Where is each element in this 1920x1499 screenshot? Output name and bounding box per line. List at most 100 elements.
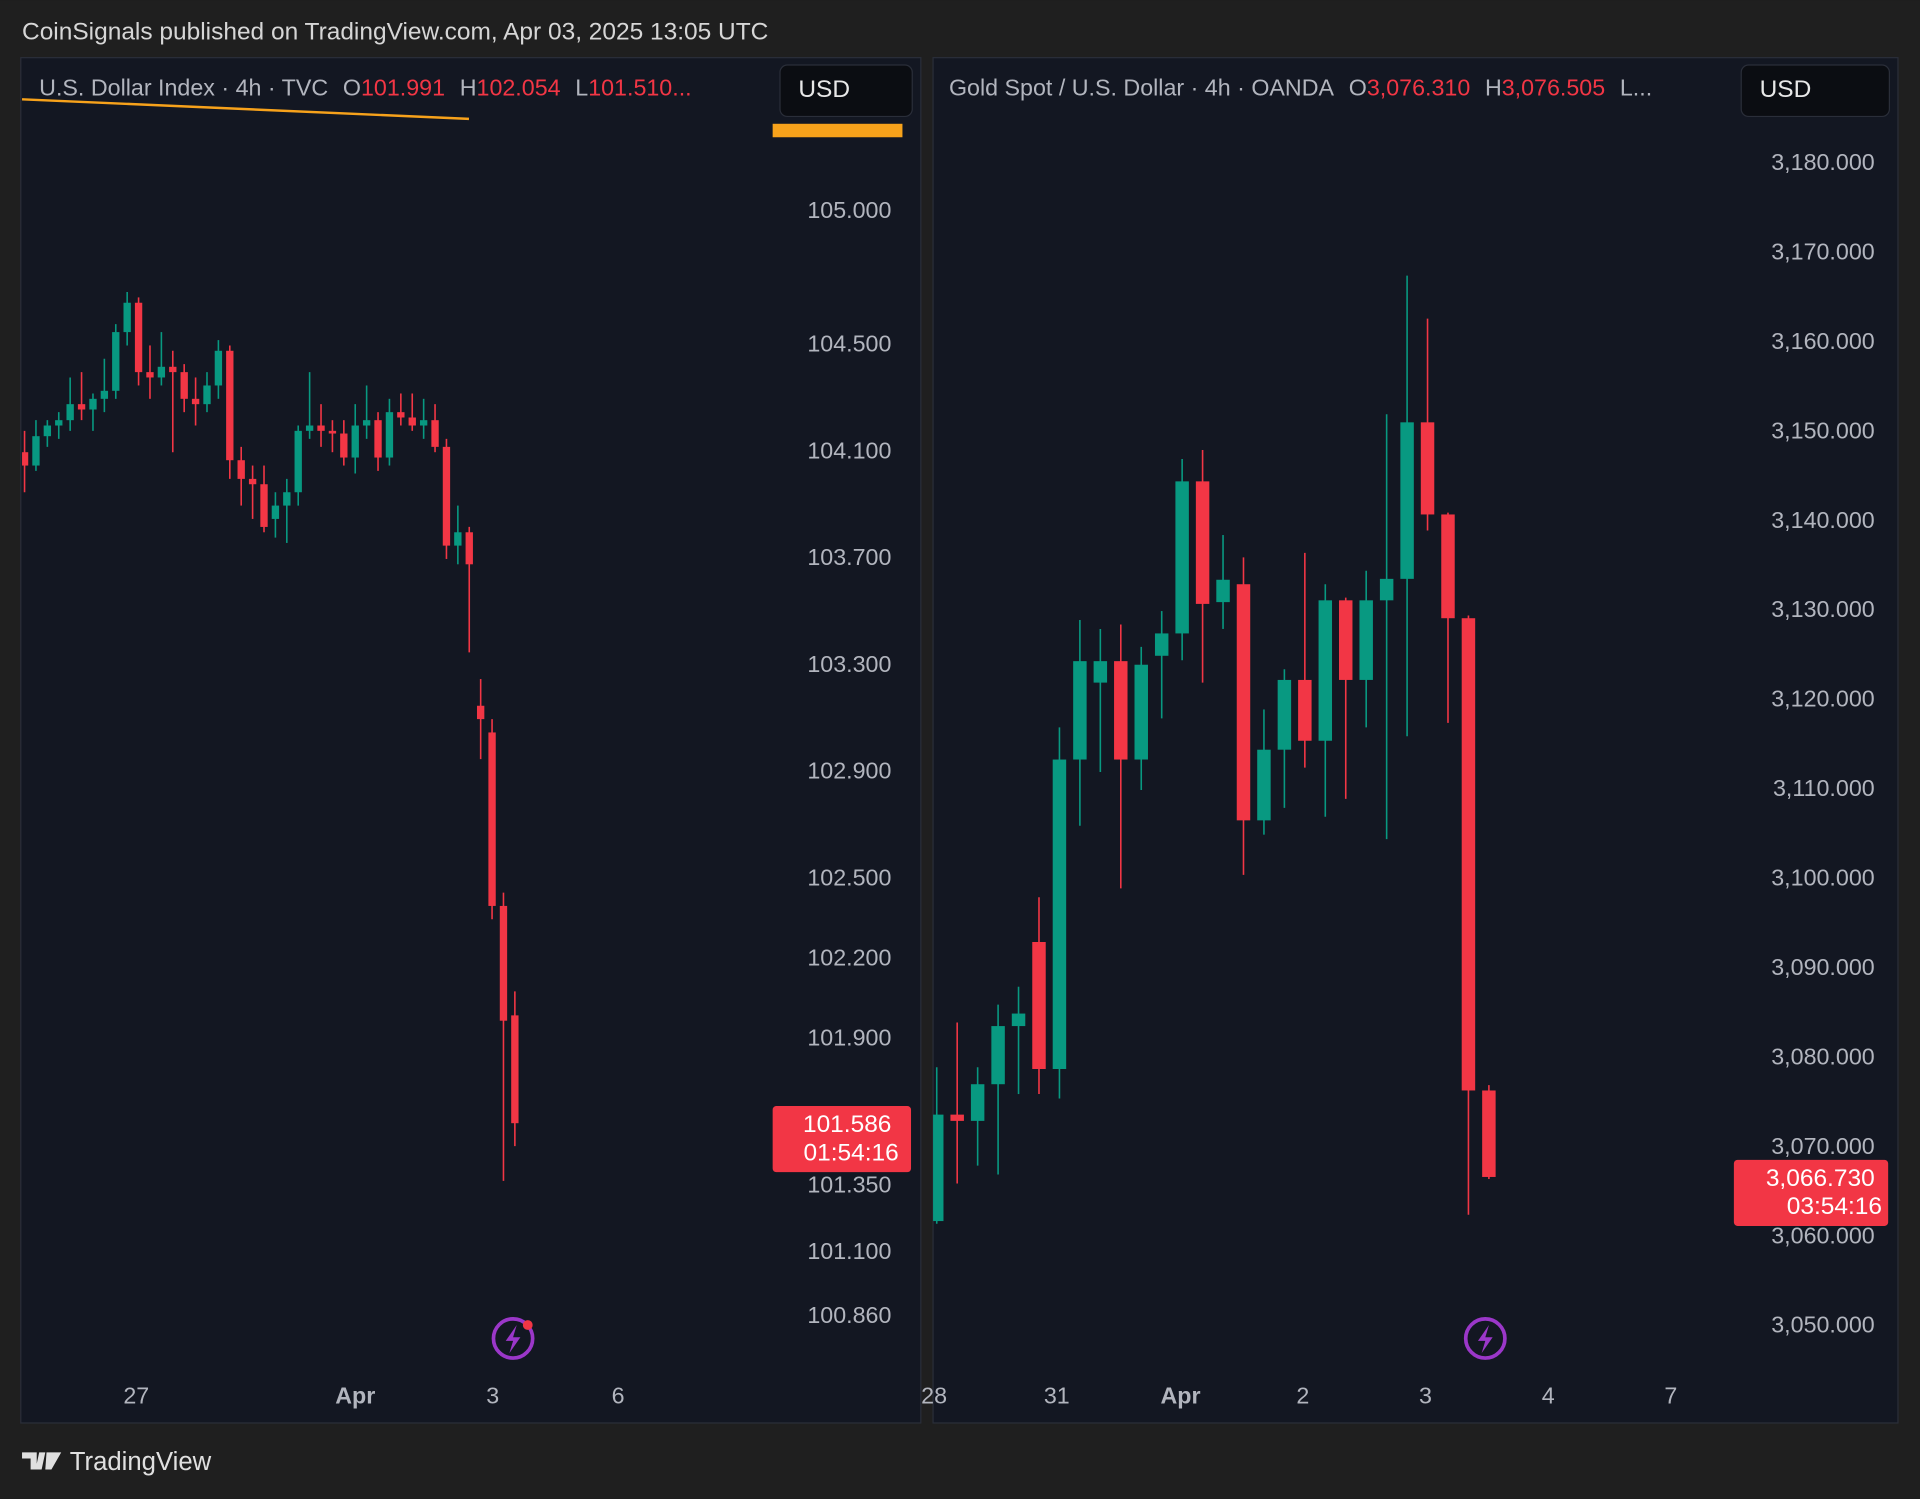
candle-body xyxy=(191,398,200,405)
candle-body xyxy=(1482,1090,1496,1177)
last-price-box xyxy=(772,1106,912,1173)
candle-body xyxy=(32,436,40,466)
candle-body xyxy=(66,404,74,421)
x-tick-label: 28 xyxy=(921,1382,947,1408)
title-text: U.S. Dollar Index · 4h · TVC xyxy=(39,75,328,101)
candle-body xyxy=(1420,422,1435,515)
title-text: Gold Spot / U.S. Dollar · 4h · OANDA xyxy=(949,75,1335,101)
y-tick-label: 103.700 xyxy=(807,544,891,570)
countdown-label: 01:54:16 xyxy=(804,1139,899,1166)
candle-body xyxy=(203,385,211,405)
candle-body xyxy=(476,705,485,720)
candle-body xyxy=(294,430,302,493)
x-tick-label: 7 xyxy=(1664,1382,1677,1408)
y-tick-label: 101.100 xyxy=(807,1238,891,1264)
footer-logo xyxy=(22,1452,62,1470)
y-tick-label: 100.860 xyxy=(807,1302,891,1328)
y-tick-label: 3,160.000 xyxy=(1771,328,1875,354)
price-tag-cut xyxy=(772,123,903,138)
ohlc-value: 102.054 xyxy=(477,75,561,101)
x-tick-label: Apr xyxy=(335,1382,375,1408)
candle-body xyxy=(214,350,223,386)
y-tick-label: 3,140.000 xyxy=(1771,507,1875,533)
y-tick-label: 105.000 xyxy=(807,197,891,223)
candle-body xyxy=(112,332,120,391)
ohlc-key: O xyxy=(1349,75,1367,101)
alert-icon xyxy=(491,1317,535,1360)
x-tick-label: Apr xyxy=(1160,1382,1200,1408)
candle-body xyxy=(260,484,268,527)
y-tick-label: 101.350 xyxy=(807,1171,891,1197)
y-tick-label: 3,130.000 xyxy=(1771,596,1875,622)
candle-body xyxy=(1195,481,1210,604)
y-tick-label: 3,170.000 xyxy=(1771,238,1875,264)
candle-body xyxy=(1461,618,1476,1091)
candle-body xyxy=(237,460,245,479)
candle-body xyxy=(328,430,337,434)
x-tick-label: 27 xyxy=(123,1382,149,1408)
y-tick-label: 3,120.000 xyxy=(1771,686,1875,712)
candle-body xyxy=(1073,661,1087,760)
candle-body xyxy=(89,398,97,410)
last-price-label: 3,066.730 xyxy=(1766,1165,1875,1192)
ohlc-value: 101.991 xyxy=(361,75,445,101)
ohlc-value: 101.510... xyxy=(588,75,691,101)
countdown-label: 03:54:16 xyxy=(1787,1193,1882,1220)
candle-body xyxy=(1114,661,1128,760)
candle-body xyxy=(351,425,359,458)
y-tick-label: 3,150.000 xyxy=(1771,417,1875,443)
x-tick-label: 31 xyxy=(1044,1382,1070,1408)
candle-body xyxy=(271,505,280,519)
candle-body xyxy=(305,425,314,431)
plot-area xyxy=(933,275,1496,1224)
candle-body xyxy=(1011,1013,1026,1027)
currency-button xyxy=(1740,64,1890,118)
candle-body xyxy=(1052,759,1067,1070)
currency-label: USD xyxy=(1760,76,1812,103)
ohlc-key: H xyxy=(460,75,477,101)
x-tick-label: 3 xyxy=(486,1382,499,1408)
y-tick-label: 3,100.000 xyxy=(1771,865,1875,891)
candle-body xyxy=(317,425,325,431)
last-price-label: 101.586 xyxy=(803,1111,891,1138)
y-tick-label: 3,180.000 xyxy=(1771,149,1875,175)
ohlc-key: O xyxy=(343,75,361,101)
candle-body xyxy=(397,412,405,418)
candle-body xyxy=(1154,633,1169,656)
candle-body xyxy=(374,420,382,458)
candle-body xyxy=(1257,749,1271,821)
candle-body xyxy=(1359,600,1373,680)
candle-body xyxy=(77,404,86,410)
ohlc-value: 3,076.310 xyxy=(1367,75,1471,101)
y-tick-label: 103.300 xyxy=(807,651,891,677)
candle-body xyxy=(1379,578,1394,601)
candle-body xyxy=(1175,481,1189,634)
candle-body xyxy=(408,417,416,426)
y-tick-label: 102.900 xyxy=(807,758,891,784)
candle-body xyxy=(1441,514,1455,619)
candle-body xyxy=(362,420,371,426)
y-tick-label: 3,070.000 xyxy=(1771,1133,1875,1159)
candle-body xyxy=(431,420,439,447)
ohlc-value: 3,076.505 xyxy=(1502,75,1605,101)
last-price-box xyxy=(1733,1159,1889,1226)
candle-body xyxy=(157,366,166,378)
chart-title: Gold Spot / U.S. Dollar · 4h · OANDA O3,0… xyxy=(949,75,1652,101)
plot-area xyxy=(22,292,519,1181)
candle-body xyxy=(991,1026,1005,1085)
x-tick-label: 4 xyxy=(1542,1382,1555,1408)
candle-body xyxy=(442,446,451,546)
candle-body xyxy=(226,350,234,461)
indicator-line xyxy=(21,98,470,121)
y-tick-label: 3,060.000 xyxy=(1771,1222,1875,1248)
candle-body xyxy=(933,1114,944,1222)
candle-body xyxy=(180,372,188,399)
candle-body xyxy=(1093,661,1108,683)
candle-body xyxy=(340,433,348,458)
candle-body xyxy=(1236,584,1251,821)
y-tick-label: 102.500 xyxy=(807,864,891,890)
ohlc-key: H xyxy=(1485,75,1502,101)
candle-body xyxy=(950,1114,964,1121)
y-tick-label: 3,110.000 xyxy=(1773,775,1875,801)
